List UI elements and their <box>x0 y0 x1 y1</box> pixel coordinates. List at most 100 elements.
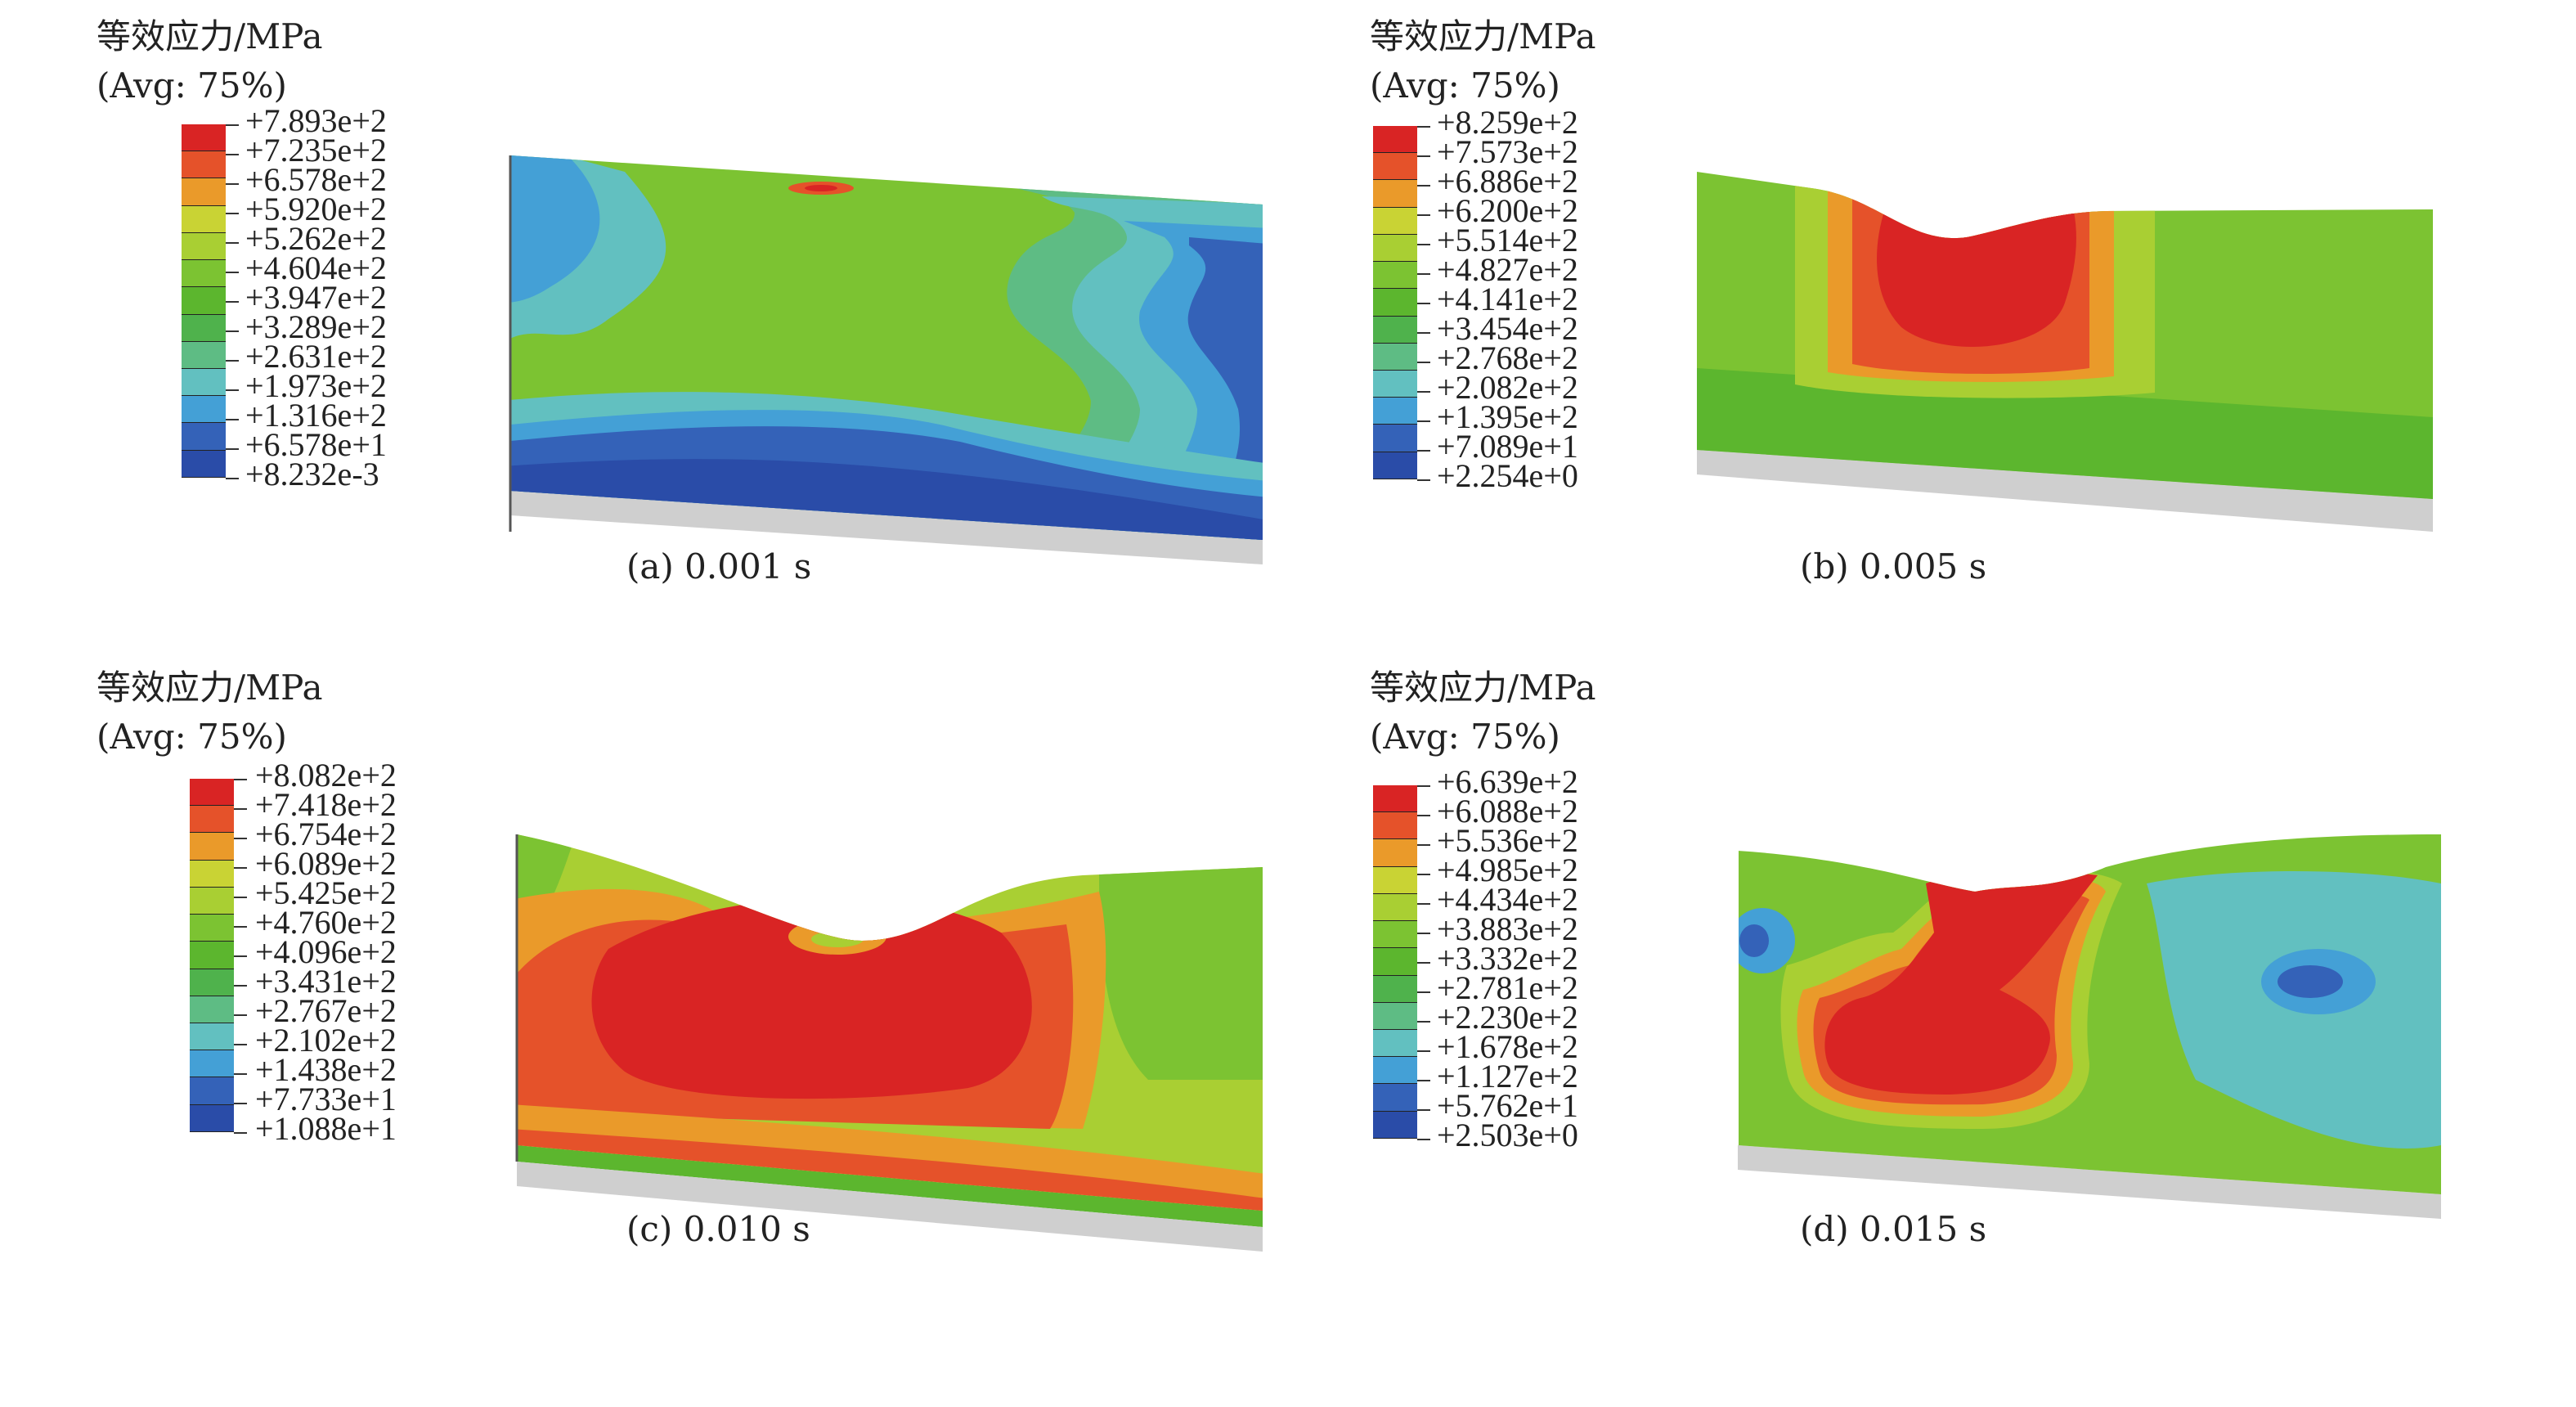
legend-swatch <box>190 779 234 807</box>
legend-level-label: +2.767e+2 <box>255 992 397 1029</box>
legend-level-label: +7.418e+2 <box>255 786 397 823</box>
legend-swatch <box>182 341 226 369</box>
legend-level-label: +4.096e+2 <box>255 933 397 970</box>
legend-tick <box>1417 273 1430 275</box>
legend-subtitle: (Avg: 75%) <box>1370 65 1560 106</box>
legend-swatch <box>1373 1084 1417 1112</box>
legend-colorbar <box>1373 785 1417 1139</box>
legend-swatch <box>1373 343 1417 371</box>
legend-tick <box>1417 933 1430 934</box>
legend-swatch <box>1373 289 1417 317</box>
legend-level-label: +7.893e+2 <box>245 102 387 139</box>
legend-level-label: +4.760e+2 <box>255 904 397 941</box>
legend-tick <box>1417 844 1430 846</box>
legend-swatch <box>182 178 226 206</box>
legend-level-label: +3.431e+2 <box>255 963 397 1000</box>
legend-swatch <box>182 314 226 342</box>
legend-level-label: +6.089e+2 <box>255 845 397 882</box>
legend-tick <box>1417 362 1430 363</box>
legend-swatch <box>190 887 234 915</box>
legend-tick <box>1417 126 1430 128</box>
legend-level-label: +2.768e+2 <box>1437 339 1578 376</box>
legend-level-label: +4.141e+2 <box>1437 281 1578 317</box>
legend-subtitle: (Avg: 75%) <box>96 65 287 106</box>
legend-colorbar <box>182 124 226 478</box>
panel-b: 等效应力/MPa (Avg: 75%) +8.259e+2 +7.573e+2 +6… <box>1288 0 2539 622</box>
stress-contour-plot <box>1738 834 2441 1219</box>
legend-swatch <box>190 1077 234 1105</box>
legend-swatch <box>1373 893 1417 922</box>
legend-swatch <box>1373 126 1417 154</box>
legend-colorbar <box>190 779 234 1132</box>
legend-swatch <box>182 232 226 261</box>
panel-a: 等效应力/MPa (Avg: 75%) +7.893e+2 +7.235e+2 +6… <box>0 0 1263 622</box>
legend-level-label: +5.762e+1 <box>1437 1087 1578 1124</box>
legend-tick <box>1417 874 1430 875</box>
legend-swatch <box>1373 180 1417 208</box>
legend-level-label: +8.259e+2 <box>1437 104 1578 141</box>
legend-swatch <box>182 423 226 451</box>
legend-swatch <box>182 450 226 478</box>
legend-tick <box>1417 185 1430 187</box>
legend-swatch <box>1373 812 1417 840</box>
legend-swatch <box>1373 975 1417 1003</box>
legend-swatch <box>1373 1057 1417 1085</box>
legend-swatch <box>1373 839 1417 867</box>
legend-swatch <box>190 806 234 834</box>
legend-tick <box>1417 1080 1430 1081</box>
legend-level-label: +4.985e+2 <box>1437 852 1578 888</box>
legend-level-label: +5.920e+2 <box>245 191 387 227</box>
legend-swatch <box>190 833 234 861</box>
panel-caption: (d) 0.015 s <box>1800 1209 1987 1249</box>
legend-tick <box>226 242 239 244</box>
legend-tick <box>234 867 247 869</box>
legend-level-label: +2.503e+0 <box>1437 1117 1578 1153</box>
legend-tick <box>1417 391 1430 393</box>
legend-level-label: +3.947e+2 <box>245 279 387 316</box>
legend-swatch <box>1373 785 1417 813</box>
legend-level-label: +5.536e+2 <box>1437 822 1578 859</box>
legend-swatch <box>1373 1002 1417 1030</box>
legend-tick <box>234 779 247 780</box>
panel-c: 等效应力/MPa (Avg: 75%) +8.082e+2 +7.418e+2 +6… <box>0 630 1263 1252</box>
legend-subtitle: (Avg: 75%) <box>96 717 287 757</box>
legend-level-label: +2.102e+2 <box>255 1022 397 1059</box>
legend-tick <box>1417 214 1430 216</box>
legend-swatch <box>182 124 226 152</box>
legend-tick <box>234 1073 247 1075</box>
legend-swatch <box>1373 921 1417 949</box>
legend-swatch <box>190 1104 234 1132</box>
legend-level-label: +3.454e+2 <box>1437 310 1578 347</box>
legend-swatch <box>190 1023 234 1051</box>
legend-tick <box>1417 450 1430 452</box>
legend-tick <box>1417 303 1430 304</box>
legend-tick <box>226 360 239 362</box>
legend-tick <box>226 272 239 273</box>
legend-level-label: +3.332e+2 <box>1437 940 1578 977</box>
legend-swatch <box>190 915 234 942</box>
legend-level-label: +6.754e+2 <box>255 816 397 852</box>
legend-tick <box>226 183 239 185</box>
legend-tick <box>226 419 239 420</box>
legend-tick <box>226 478 239 479</box>
legend-tick <box>226 389 239 391</box>
legend-swatch <box>1373 316 1417 344</box>
legend-swatch <box>190 996 234 1023</box>
legend-swatch <box>1373 207 1417 235</box>
legend-tick <box>1417 903 1430 905</box>
legend-swatch <box>190 1050 234 1078</box>
legend-title: 等效应力/MPa <box>1370 16 1596 56</box>
legend-level-label: +3.289e+2 <box>245 308 387 345</box>
legend-swatch <box>1373 234 1417 263</box>
legend-tick <box>1417 244 1430 245</box>
legend-tick <box>1417 332 1430 334</box>
legend-tick <box>234 955 247 957</box>
legend-title: 等效应力/MPa <box>96 16 323 56</box>
legend-level-label: +2.082e+2 <box>1437 369 1578 406</box>
legend-level-label: +4.434e+2 <box>1437 881 1578 918</box>
legend-level-label: +7.573e+2 <box>1437 133 1578 170</box>
legend-swatch <box>1373 153 1417 181</box>
legend-swatch <box>1373 1111 1417 1139</box>
legend-tick <box>1417 1109 1430 1111</box>
legend-level-label: +7.089e+1 <box>1437 428 1578 465</box>
